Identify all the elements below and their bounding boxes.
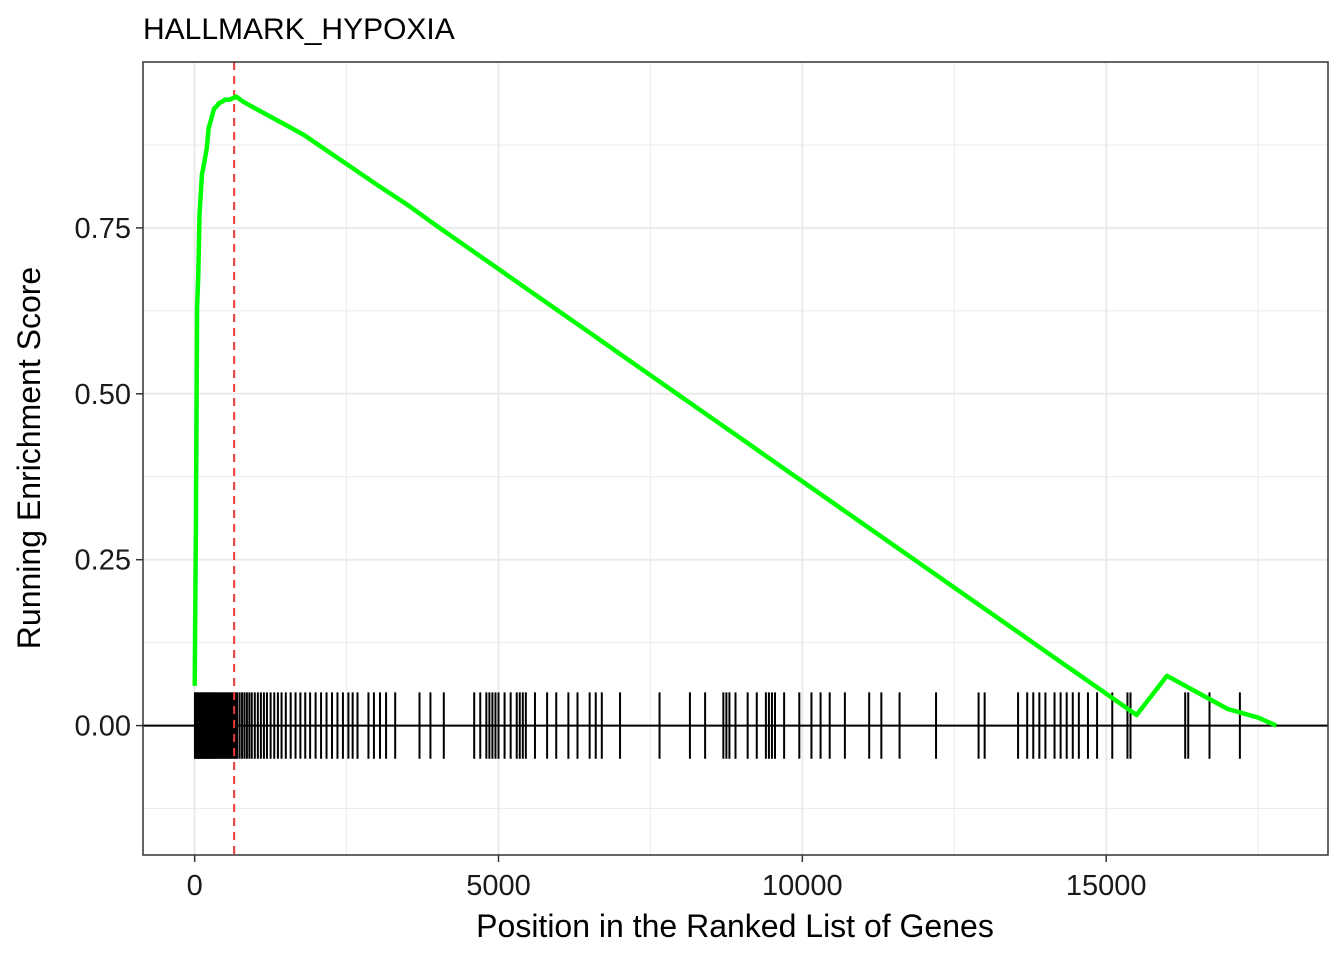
panel-border (142, 61, 1329, 856)
x-axis-title: Position in the Ranked List of Genes (476, 908, 994, 944)
x-tick-label: 10000 (762, 870, 843, 902)
running-es-line (192, 94, 1278, 728)
x-tick-label: 5000 (466, 870, 531, 902)
x-tick-label: 15000 (1066, 870, 1147, 902)
chart-title: HALLMARK_HYPOXIA (143, 13, 455, 46)
y-tick-label: 0.75 (75, 213, 131, 245)
axes: 0 5000 10000 15000 0.00 0.25 0.50 0.75 (75, 213, 1147, 902)
y-axis-title: Running Enrichment Score (11, 267, 47, 649)
y-tick-label: 0.00 (75, 711, 131, 743)
y-tick-label: 0.25 (75, 545, 131, 577)
y-tick-label: 0.50 (75, 379, 131, 411)
x-tick-label: 0 (187, 870, 203, 902)
